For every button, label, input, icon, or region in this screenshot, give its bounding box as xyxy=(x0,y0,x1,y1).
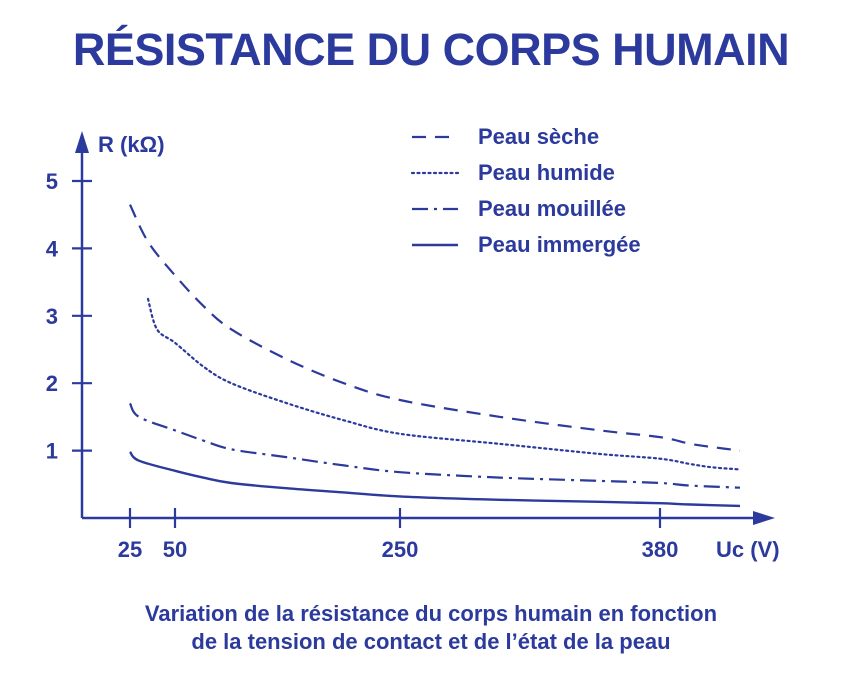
x-tick-label: 50 xyxy=(163,537,187,562)
x-tick-label: 25 xyxy=(118,537,142,562)
y-axis-arrow xyxy=(75,131,89,153)
legend-label: Peau humide xyxy=(478,160,615,185)
x-tick-label: 380 xyxy=(642,537,679,562)
y-tick-label: 5 xyxy=(46,169,58,194)
y-tick-label: 2 xyxy=(46,371,58,396)
y-tick-label: 3 xyxy=(46,304,58,329)
series-line-3 xyxy=(129,402,741,489)
series-line-1 xyxy=(129,204,741,452)
legend-label: Peau sèche xyxy=(478,124,599,149)
legend-label: Peau mouillée xyxy=(478,196,626,221)
y-tick-label: 1 xyxy=(46,439,58,464)
y-tick-label: 4 xyxy=(46,236,59,261)
caption-line-2: de la tension de contact et de l’état de… xyxy=(191,629,671,654)
legend: Peau sèche Peau humide Peau mouillée Peau i… xyxy=(410,124,641,257)
chart-title: RÉSISTANCE DU CORPS HUMAIN xyxy=(72,24,790,75)
x-tick-label: 250 xyxy=(382,537,419,562)
chart-svg: R (kΩ) Uc (V) 1 2 3 4 5 25 50 250 380 Peau sèche… xyxy=(46,124,780,562)
x-axis-label: Uc (V) xyxy=(716,537,780,562)
figure-caption: Variation de la résistance du corps huma… xyxy=(0,600,862,656)
caption-line-1: Variation de la résistance du corps huma… xyxy=(144,601,718,626)
x-axis-arrow xyxy=(753,511,775,525)
series-line-4 xyxy=(129,451,741,508)
ticks: 1 2 3 4 5 25 50 250 380 xyxy=(46,169,679,562)
series-line-2 xyxy=(146,297,742,471)
y-axis-label: R (kΩ) xyxy=(98,132,165,157)
axes xyxy=(75,131,775,525)
series-lines xyxy=(129,204,742,508)
legend-label: Peau immergée xyxy=(478,232,641,257)
